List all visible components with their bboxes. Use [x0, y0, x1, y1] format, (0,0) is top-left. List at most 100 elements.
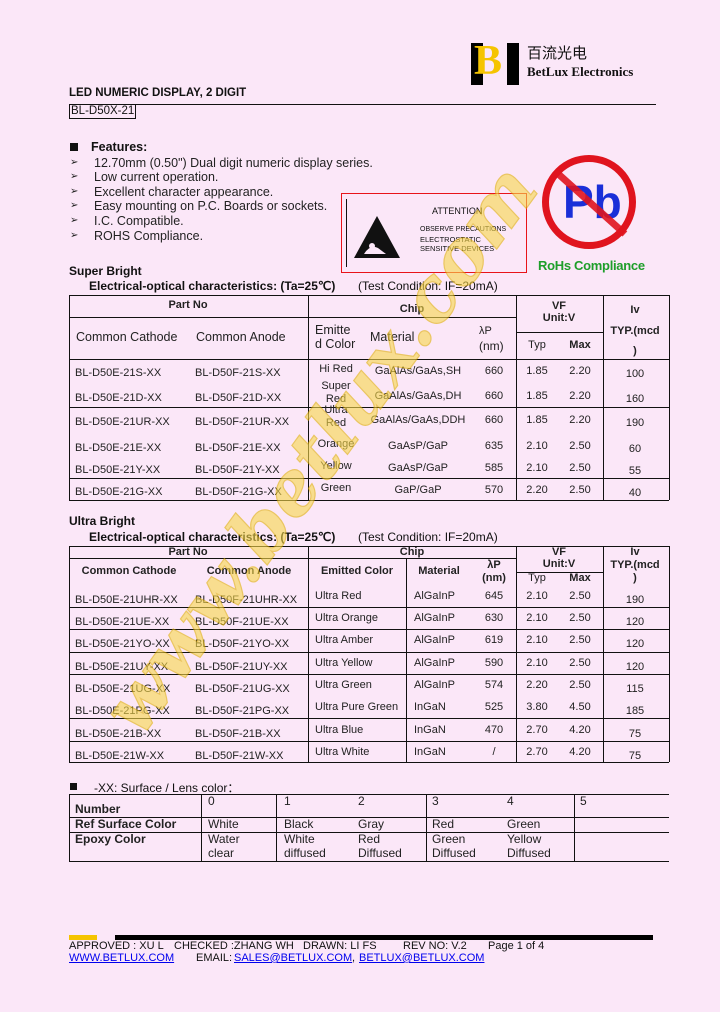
table-rule	[516, 332, 603, 333]
emitted-color: Orange	[317, 438, 355, 450]
luminous-intensity: 115	[626, 683, 644, 695]
header-chip: Chip	[399, 546, 425, 558]
table-rule	[69, 546, 669, 547]
website-link[interactable]: WWW.BETLUX.COM	[69, 952, 175, 964]
footer-rule	[115, 935, 653, 940]
table-rule	[69, 500, 669, 501]
chip-material: GaAlAs/GaAs,SH	[374, 365, 462, 377]
logo-bar-right	[507, 43, 519, 85]
peak-wavelength: 619	[484, 634, 504, 646]
chip-material: GaAsP/GaP	[388, 462, 448, 474]
rohs-label: RoHs Compliance	[538, 258, 645, 273]
anode-part-no: BL-D50F-21UE-XX	[195, 616, 289, 628]
header-iv: Iv	[630, 304, 640, 316]
anode-part-no: BL-D50F-21YO-XX	[195, 638, 290, 650]
vf-typ: 2.10	[526, 657, 548, 669]
chip-material: GaP/GaP	[394, 484, 442, 496]
feature-item: Excellent character appearance.	[94, 185, 274, 199]
emitted-color: Ultra	[324, 404, 348, 416]
peak-wavelength: 525	[484, 701, 504, 713]
table-rule	[69, 295, 70, 500]
chip-material: InGaN	[414, 724, 446, 736]
lens-title: -XX: Surface / Lens color：	[94, 781, 240, 795]
header-common-cathode: Common Cathode	[81, 565, 177, 577]
vf-typ: 3.80	[526, 701, 548, 713]
vf-typ: 2.10	[526, 590, 548, 602]
header-iv-unit-end: )	[633, 345, 637, 357]
vf-typ: 2.20	[526, 679, 548, 691]
luminous-intensity: 75	[628, 750, 642, 762]
vf-typ: 2.10	[526, 440, 548, 452]
vf-max: 2.50	[569, 657, 591, 669]
peak-wavelength: 660	[484, 390, 504, 402]
luminous-intensity: 185	[625, 705, 645, 717]
epoxy-color: Green	[432, 832, 466, 846]
bullet-arrow-icon: ➢	[70, 186, 79, 197]
logo-bar-left	[471, 43, 483, 85]
ultra-bright-condition: (Test Condition: IF=20mA)	[358, 530, 498, 544]
super-bright-condition: (Test Condition: IF=20mA)	[358, 279, 498, 293]
surface-color: Red	[432, 817, 455, 831]
bullet-arrow-icon: ➢	[70, 215, 79, 226]
table-rule	[69, 817, 669, 818]
header-chip: Chip	[399, 303, 425, 315]
table-rule	[69, 359, 669, 360]
vf-typ: 2.10	[526, 634, 548, 646]
header-common-anode: Common Anode	[206, 565, 292, 577]
luminous-intensity: 160	[625, 393, 645, 405]
chip-material: AlGaInP	[414, 634, 455, 646]
table-rule	[69, 674, 669, 675]
header-common-cathode: Common Cathode	[76, 330, 178, 344]
vf-max: 2.50	[569, 484, 591, 496]
vf-max: 4.20	[569, 746, 591, 758]
bullet-arrow-icon: ➢	[70, 157, 79, 168]
feature-item: Easy mounting on P.C. Boards or sockets.	[94, 199, 328, 213]
logo-letter: B	[474, 38, 503, 84]
luminous-intensity: 120	[625, 661, 645, 673]
bullet-arrow-icon: ➢	[70, 230, 79, 241]
table-rule	[69, 741, 669, 742]
table-rule	[516, 295, 517, 500]
luminous-intensity: 120	[625, 638, 645, 650]
luminous-intensity: 40	[628, 487, 642, 499]
betlux-email-link[interactable]: BETLUX@BETLUX.COM	[359, 952, 485, 964]
peak-wavelength: 570	[484, 484, 504, 496]
epoxy-color: Diffused	[507, 846, 551, 860]
lens-number: 5	[580, 794, 587, 808]
footer-accent-bar	[69, 935, 97, 940]
sales-email-link[interactable]: SALES@BETLUX.COM	[234, 952, 353, 964]
vf-max: 2.50	[569, 462, 591, 474]
header-part-no: Part No	[168, 546, 208, 558]
anode-part-no: BL-D50F-21B-XX	[195, 728, 281, 740]
vf-typ: 1.85	[526, 414, 548, 426]
super-bright-subtitle: Electrical-optical characteristics: (Ta=…	[89, 279, 336, 293]
header-iv-unit-end: )	[633, 572, 637, 584]
epoxy-color: Yellow	[507, 832, 542, 846]
bullet-square-icon	[70, 783, 77, 790]
table-rule	[69, 794, 669, 795]
peak-wavelength: /	[492, 746, 496, 758]
anode-part-no: BL-D50F-21D-XX	[195, 392, 282, 404]
epoxy-color: Water	[208, 832, 240, 846]
table-rule	[69, 652, 669, 653]
table-rule	[69, 861, 669, 862]
row-label-number: Number	[75, 802, 121, 816]
super-bright-title: Super Bright	[69, 264, 142, 278]
peak-wavelength: 660	[484, 414, 504, 426]
table-rule	[69, 629, 669, 630]
lens-number: 1	[284, 794, 291, 808]
peak-wavelength: 470	[484, 724, 504, 736]
table-rule	[574, 794, 575, 861]
attention-title: ATTENTION	[432, 206, 483, 216]
cathode-part-no: BL-D50E-21E-XX	[75, 442, 162, 454]
chip-material: AlGaInP	[414, 657, 455, 669]
luminous-intensity: 100	[625, 368, 645, 380]
anode-part-no: BL-D50F-21G-XX	[195, 486, 282, 498]
emitted-color: Ultra Yellow	[315, 657, 373, 669]
cathode-part-no: BL-D50E-21PG-XX	[75, 705, 170, 717]
header-material: Material	[418, 565, 460, 577]
lens-number: 3	[432, 794, 439, 808]
feature-item: ROHS Compliance.	[94, 229, 204, 243]
peak-wavelength: 585	[484, 462, 504, 474]
table-rule	[69, 607, 669, 608]
